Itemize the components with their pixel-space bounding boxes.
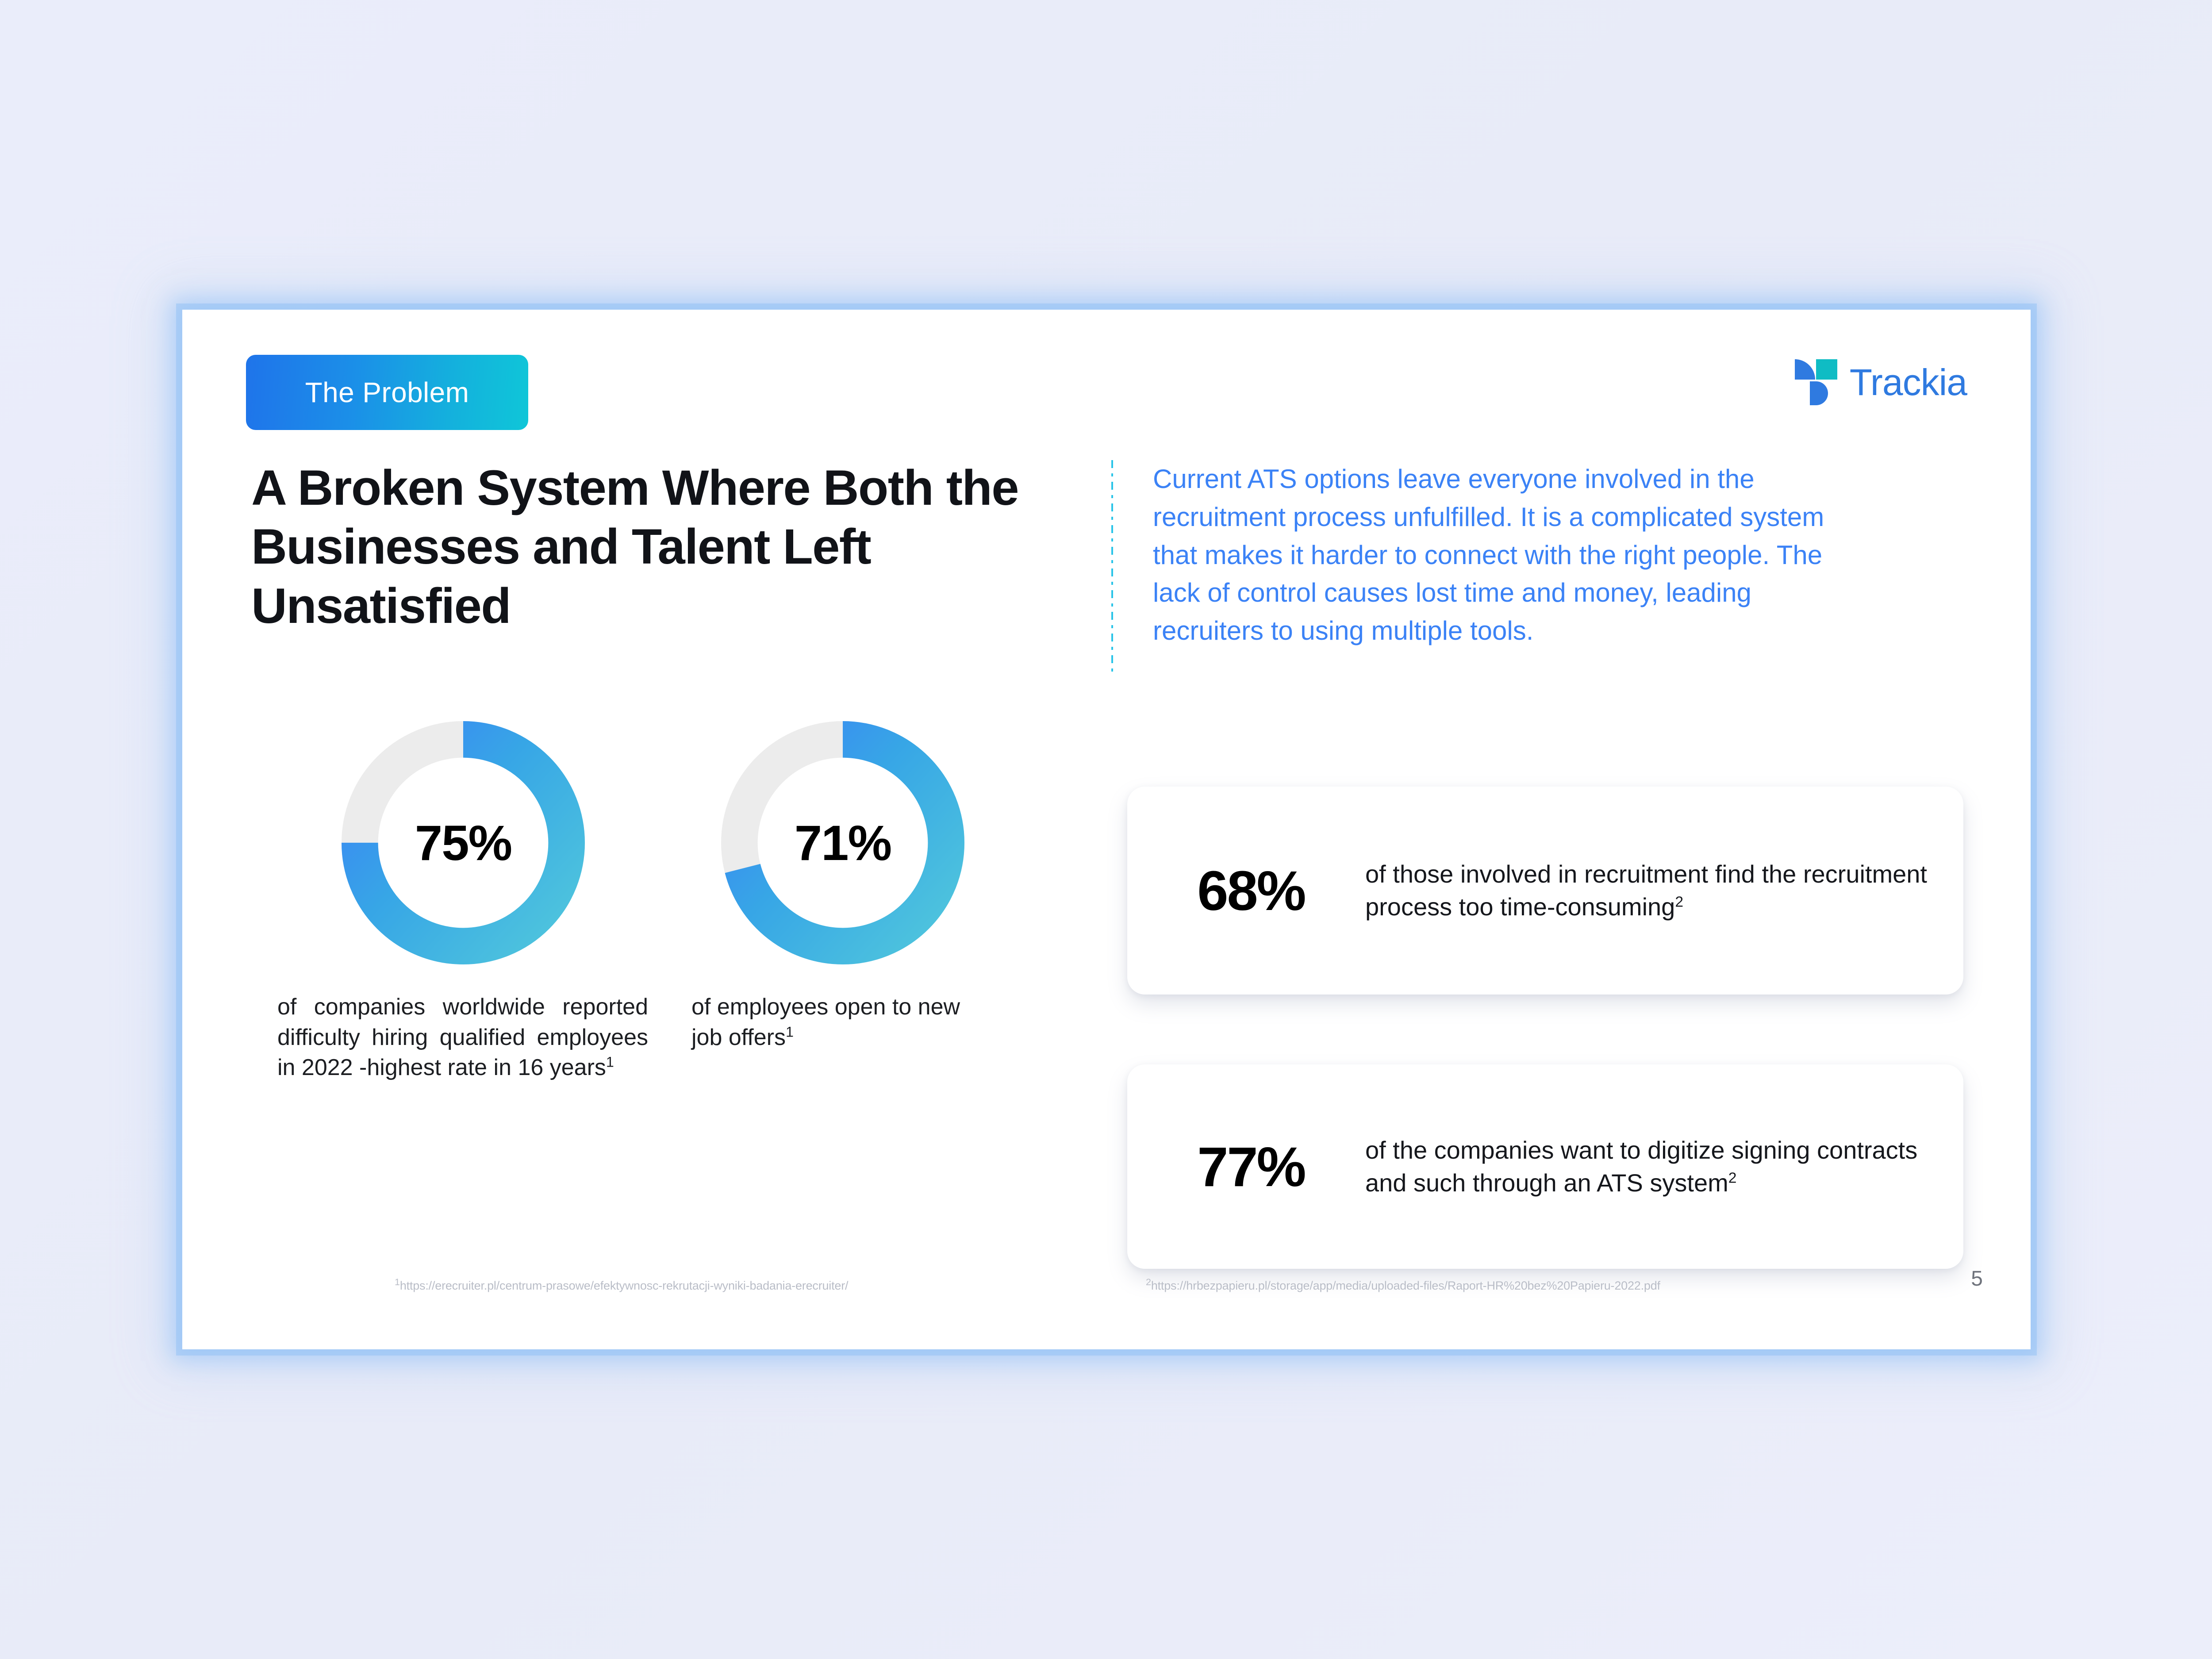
brand-logo[interactable]: Trackia [1793, 357, 1967, 407]
stat-card-77[interactable]: 77% of the companies want to digitize si… [1127, 1064, 1963, 1269]
footnote-marker: 2 [1146, 1276, 1151, 1287]
donut-caption: of employees open to new job offers1 [691, 992, 992, 1052]
trackia-logo-mark-icon [1793, 357, 1839, 407]
donut-chart-71: 71% [717, 717, 969, 969]
stat-card-68[interactable]: 68% of those involved in recruitment fin… [1127, 787, 1963, 995]
footnote-marker: 1 [606, 1054, 614, 1070]
section-badge[interactable]: The Problem [246, 355, 528, 430]
donut-chart-75: 75% [337, 717, 589, 969]
brand-wordmark: Trackia [1849, 361, 1967, 403]
stat-description-text: of the companies want to digitize signin… [1365, 1136, 1918, 1197]
stat-description: of those involved in recruitment find th… [1344, 858, 1932, 924]
donut-caption-text: of companies worldwide reported difficul… [277, 994, 648, 1081]
donut-value-label: 71% [794, 815, 892, 871]
donut-value-label: 75% [415, 815, 512, 871]
footnote-url: https://hrbezpapieru.pl/storage/app/medi… [1151, 1279, 1660, 1292]
footnote-1[interactable]: 1https://erecruiter.pl/centrum-prasowe/e… [395, 1276, 849, 1293]
footnote-2[interactable]: 2https://hrbezpapieru.pl/storage/app/med… [1146, 1276, 1660, 1293]
stat-percent: 68% [1197, 859, 1306, 922]
section-badge-label: The Problem [305, 376, 469, 408]
page-number: 5 [1971, 1267, 1983, 1290]
donut-caption-text: of employees open to new job offers [691, 994, 960, 1050]
stat-description: of the companies want to digitize signin… [1344, 1134, 1932, 1200]
slide-headline: A Broken System Where Both the Businesse… [251, 460, 1019, 634]
footnote-marker: 1 [395, 1276, 400, 1287]
stat-description-text: of those involved in recruitment find th… [1365, 860, 1927, 921]
footnote-marker: 1 [785, 1024, 794, 1040]
intro-paragraph: Current ATS options leave everyone invol… [1153, 464, 1824, 646]
donut-stat-75: 75% of companies worldwide reported diff… [264, 717, 662, 1083]
presentation-slide: The Problem Trackia A Broken System Wher… [182, 310, 2031, 1349]
footnote-url: https://erecruiter.pl/centrum-prasowe/ef… [399, 1279, 849, 1292]
stat-percent: 77% [1197, 1135, 1306, 1198]
donut-caption: of companies worldwide reported difficul… [277, 992, 648, 1083]
donut-stat-71: 71% of employees open to new job offers1 [688, 717, 998, 1052]
vertical-dashed-divider [1111, 460, 1113, 672]
footnote-marker: 2 [1728, 1170, 1737, 1187]
footnote-marker: 2 [1675, 894, 1683, 910]
